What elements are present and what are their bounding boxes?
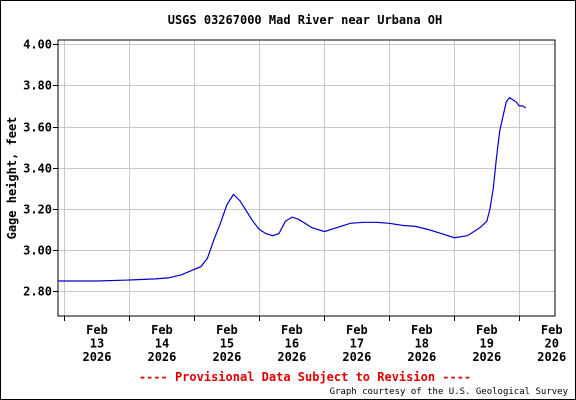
x-tick-label: 2026: [83, 350, 112, 364]
x-tick-label: 2026: [277, 350, 306, 364]
y-axis-label: Gage height, feet: [5, 117, 19, 240]
x-tick-label: 19: [480, 337, 494, 351]
x-tick-label: 15: [220, 337, 234, 351]
x-tick-label: 2026: [472, 350, 501, 364]
y-tick-label: 2.80: [23, 285, 52, 299]
x-tick-label: Feb: [346, 323, 368, 337]
x-tick-label: 20: [545, 337, 559, 351]
grid: [58, 40, 555, 316]
x-tick-label: Feb: [216, 323, 238, 337]
y-tick-label: 4.00: [23, 38, 52, 52]
x-tick-label: 17: [350, 337, 364, 351]
x-tick-label: 2026: [407, 350, 436, 364]
x-axis: Feb132026Feb142026Feb152026Feb162026Feb1…: [64, 316, 566, 364]
x-tick-label: Feb: [541, 323, 563, 337]
x-tick-label: 2026: [537, 350, 566, 364]
x-tick-label: 14: [155, 337, 169, 351]
y-tick-label: 3.60: [23, 121, 52, 135]
y-tick-label: 3.40: [23, 162, 52, 176]
x-tick-label: 2026: [342, 350, 371, 364]
y-tick-label: 3.20: [23, 203, 52, 217]
y-tick-label: 3.80: [23, 79, 52, 93]
usgs-credit: Graph courtesy of the U.S. Geological Su…: [330, 387, 569, 397]
x-tick-label: 16: [285, 337, 299, 351]
x-tick-label: 2026: [212, 350, 241, 364]
x-tick-label: Feb: [86, 323, 108, 337]
x-tick-label: Feb: [151, 323, 173, 337]
x-tick-label: Feb: [281, 323, 303, 337]
x-tick-label: Feb: [476, 323, 498, 337]
y-tick-label: 3.00: [23, 244, 52, 258]
plot-area-border: [57, 39, 556, 317]
provisional-notice: ---- Provisional Data Subject to Revisio…: [139, 370, 471, 384]
chart-title: USGS 03267000 Mad River near Urbana OH: [168, 13, 443, 27]
x-tick-label: 13: [90, 337, 104, 351]
x-tick-label: Feb: [411, 323, 433, 337]
x-tick-label: 2026: [147, 350, 176, 364]
y-axis: 2.80 3.00 3.20 3.40 3.60 3.80 4.00: [23, 38, 58, 299]
gage-height-series-line: [58, 96, 527, 282]
x-tick-label: 18: [415, 337, 429, 351]
